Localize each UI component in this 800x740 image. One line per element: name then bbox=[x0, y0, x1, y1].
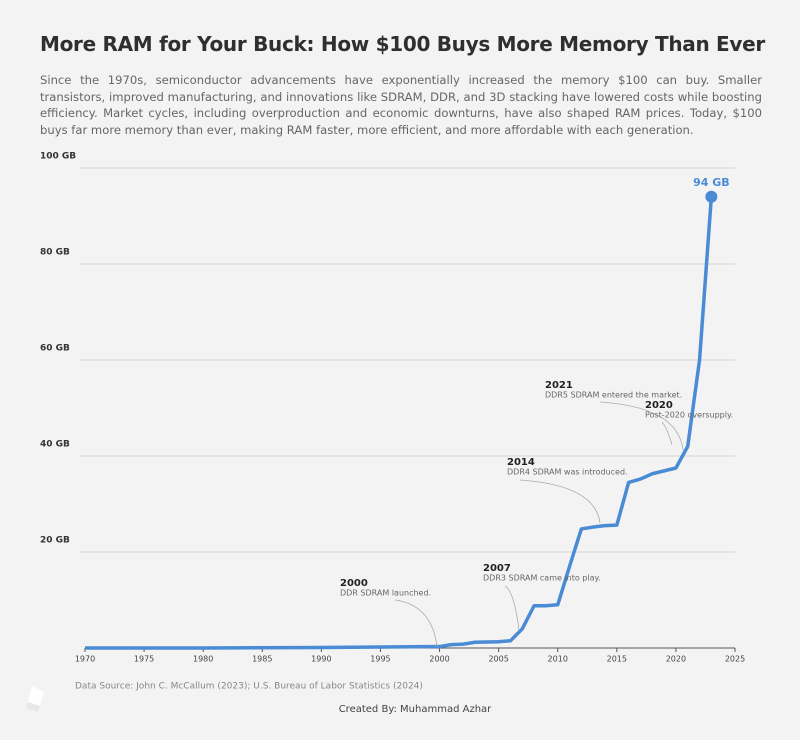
annotation-leader bbox=[504, 585, 520, 631]
logo-shape bbox=[28, 686, 44, 706]
data-label: 94 GB bbox=[693, 176, 730, 189]
annotation-year: 2021 bbox=[545, 380, 573, 391]
logo-shape bbox=[26, 702, 40, 712]
annotation-text: Post-2020 oversupply. bbox=[645, 411, 733, 420]
annotation-leader bbox=[394, 599, 438, 648]
annotation-year: 2020 bbox=[645, 400, 673, 411]
x-tick-label: 2020 bbox=[666, 655, 686, 664]
y-tick-label: 80 GB bbox=[40, 248, 70, 258]
x-tick-label: 1975 bbox=[134, 655, 154, 664]
x-tick-label: 1985 bbox=[252, 655, 272, 664]
x-tick-label: 2000 bbox=[429, 655, 449, 664]
end-point bbox=[705, 190, 718, 203]
y-tick-label: 40 GB bbox=[40, 440, 70, 450]
credit: Created By: Muhammad Azhar bbox=[339, 704, 492, 715]
logo bbox=[26, 686, 44, 712]
x-tick-label: 1990 bbox=[311, 655, 331, 664]
x-tick-label: 2010 bbox=[548, 655, 568, 664]
annotation-text: DDR5 SDRAM entered the market. bbox=[545, 391, 682, 400]
x-tick-label: 1995 bbox=[370, 655, 390, 664]
y-tick-label: 60 GB bbox=[40, 344, 70, 354]
x-tick-label: 2005 bbox=[488, 655, 508, 664]
annotation-text: DDR SDRAM launched. bbox=[340, 589, 431, 598]
x-tick-label: 2025 bbox=[725, 655, 745, 664]
source: Data Source: John C. McCallum (2023); U.… bbox=[75, 682, 423, 692]
y-tick-label: 100 GB bbox=[40, 152, 76, 162]
annotation-year: 2014 bbox=[507, 457, 535, 468]
y-tick-label: 20 GB bbox=[40, 536, 70, 546]
chart-subtitle: Since the 1970s, semiconductor advanceme… bbox=[40, 73, 762, 137]
annotation-leader bbox=[661, 421, 673, 446]
annotation-year: 2000 bbox=[340, 578, 368, 589]
chart-title: More RAM for Your Buck: How $100 Buys Mo… bbox=[40, 32, 765, 56]
data-line bbox=[85, 196, 714, 650]
annotation-leader bbox=[519, 479, 601, 524]
annotation-text: DDR4 SDRAM was introduced. bbox=[507, 468, 628, 477]
annotation-text: DDR3 SDRAM came into play. bbox=[483, 574, 601, 583]
annotation-leader bbox=[599, 401, 684, 451]
x-tick-label: 1970 bbox=[75, 655, 95, 664]
x-tick-label: 2015 bbox=[607, 655, 627, 664]
annotation-year: 2007 bbox=[483, 563, 511, 574]
x-tick-label: 1980 bbox=[193, 655, 213, 664]
